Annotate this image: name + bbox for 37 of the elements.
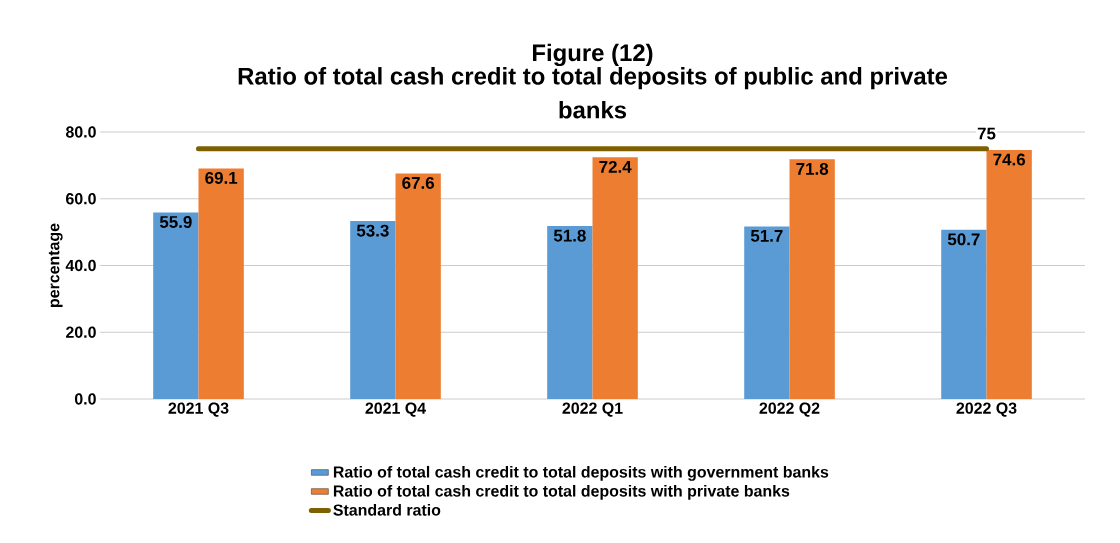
legend-label: Ratio of total cash credit to total deposits with private banks <box>333 484 790 500</box>
y-tick-label: 60.0 <box>66 193 96 205</box>
bar <box>592 157 638 399</box>
data-label: 53.3 <box>356 224 389 237</box>
data-label: 51.8 <box>553 229 586 242</box>
legend-label: Ratio of total cash credit to total deposits with government banks <box>333 465 829 481</box>
data-label: 75 <box>977 127 996 140</box>
y-tick-label: 80.0 <box>65 126 96 138</box>
y-tick-label: 20.0 <box>66 326 96 338</box>
bar <box>941 229 987 399</box>
legend-label: Standard ratio <box>333 503 441 516</box>
bar <box>198 168 244 399</box>
data-label: 71.8 <box>796 162 829 175</box>
bar <box>153 212 199 399</box>
chart-title: Figure (12) <box>532 43 653 67</box>
y-tick-label: 0.0 <box>74 393 96 405</box>
data-label: 51.7 <box>750 229 783 242</box>
bar <box>350 221 396 399</box>
data-label: 50.7 <box>947 233 980 246</box>
x-tick-label: 2022 Q2 <box>759 402 820 417</box>
data-label: 72.4 <box>599 160 632 173</box>
data-label: 55.9 <box>159 215 192 228</box>
bar <box>744 226 790 399</box>
data-label: 69.1 <box>205 171 238 184</box>
x-tick-label: 2021 Q4 <box>365 402 426 417</box>
x-tick-label: 2022 Q3 <box>956 402 1017 417</box>
data-label: 74.6 <box>993 153 1026 166</box>
bar <box>986 150 1032 399</box>
bar <box>547 226 593 399</box>
y-axis-title: percentage <box>48 223 63 307</box>
x-tick-label: 2021 Q3 <box>168 402 229 417</box>
bar <box>395 173 441 399</box>
chart-subtitle: Ratio of total cash credit to total deposits of public and private banks <box>238 67 948 119</box>
y-tick-label: 40.0 <box>65 259 96 272</box>
data-label: 67.6 <box>402 176 435 189</box>
bar <box>789 159 835 399</box>
x-tick-label: 2022 Q1 <box>562 402 623 417</box>
